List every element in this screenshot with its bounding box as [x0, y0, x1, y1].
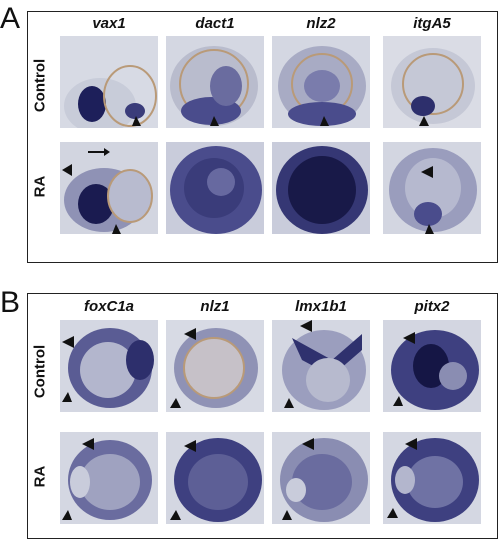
image-dact1-control: [166, 36, 264, 128]
image-pitx2-ra: [383, 432, 481, 524]
image-nlz1-control: [166, 320, 264, 412]
image-pitx2-control: [383, 320, 481, 412]
image-foxc1a-control: [60, 320, 158, 412]
row-label-control-b: Control: [31, 344, 49, 399]
gene-label-itga5: itgA5: [413, 15, 451, 32]
image-itga5-control: [383, 36, 481, 128]
image-nlz2-control: [272, 36, 370, 128]
image-itga5-ra: [383, 142, 481, 234]
row-label-ra-b: RA: [31, 465, 49, 488]
image-dact1-ra: [166, 142, 264, 234]
gene-label-nlz2: nlz2: [306, 15, 336, 32]
panel-letter-a: A: [0, 2, 21, 35]
gene-label-vax1: vax1: [92, 15, 126, 32]
gene-label-dact1: dact1: [195, 15, 235, 32]
image-lmx1b1-control: [272, 320, 370, 412]
gene-label-nlz1: nlz1: [200, 298, 230, 315]
image-lmx1b1-ra: [272, 432, 370, 524]
gene-label-foxc1a: foxC1a: [83, 298, 135, 315]
row-label-ra-a: RA: [31, 175, 49, 198]
gene-label-pitx2: pitx2: [414, 298, 450, 315]
image-nlz1-ra: [166, 432, 264, 524]
image-nlz2-ra: [272, 142, 370, 234]
image-vax1-control: [60, 36, 158, 128]
row-label-control-a: Control: [31, 58, 49, 113]
gene-label-lmx1b1: lmx1b1: [295, 298, 347, 315]
image-foxc1a-ra: [60, 432, 158, 524]
image-vax1-ra: [60, 142, 158, 234]
panel-letter-b: B: [0, 286, 21, 319]
